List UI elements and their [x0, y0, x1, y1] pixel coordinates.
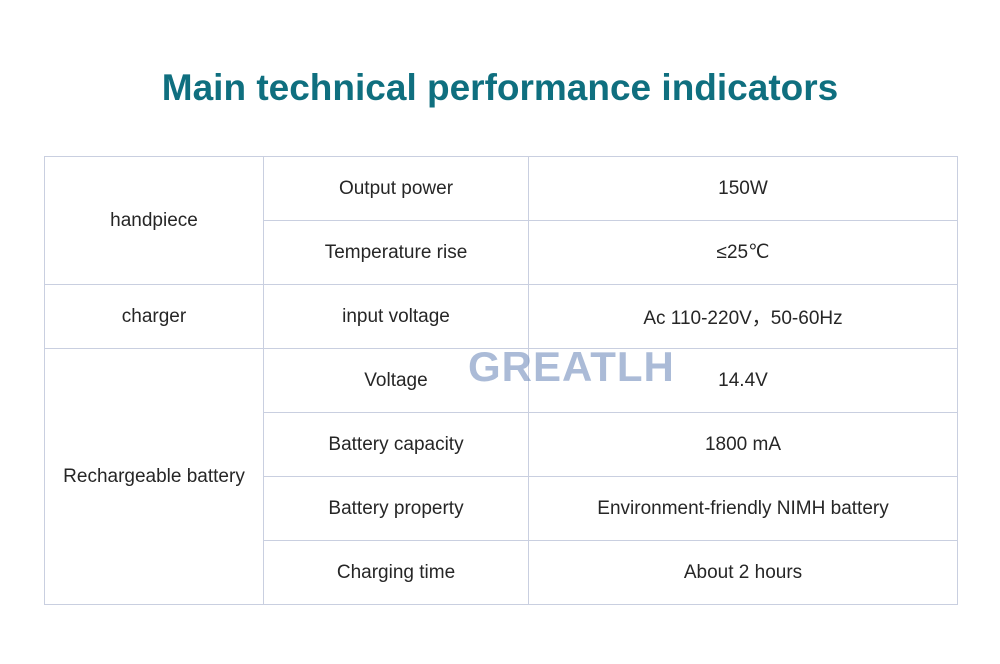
parameter-cell: Battery property — [263, 476, 529, 541]
group-cell-handpiece: handpiece — [44, 156, 264, 285]
spec-table: handpiece Output power 150W Temperature … — [44, 156, 958, 605]
parameter-cell: Battery capacity — [263, 412, 529, 477]
parameter-cell: Voltage — [263, 348, 529, 413]
parameter-cell: Charging time — [263, 540, 529, 605]
value-cell: Environment-friendly NIMH battery — [528, 476, 958, 541]
group-cell-charger: charger — [44, 284, 264, 349]
table-row: handpiece Output power 150W — [44, 156, 958, 285]
table-row: Temperature rise ≤25℃ — [45, 220, 958, 285]
value-cell: ≤25℃ — [528, 220, 958, 285]
table-row: Charging time About 2 hours — [45, 540, 958, 605]
table-row: Rechargeable battery Voltage 14.4V — [44, 348, 958, 605]
parameter-cell: input voltage — [263, 284, 529, 349]
table-row: Battery capacity 1800 mA — [45, 412, 958, 477]
value-cell: 150W — [528, 156, 958, 221]
parameter-cell: Output power — [263, 156, 529, 221]
page-title: Main technical performance indicators — [161, 67, 839, 108]
value-cell: Ac 110-220V，50-60Hz — [528, 284, 958, 349]
table-row: Battery property Environment-friendly NI… — [45, 476, 958, 541]
group-cell-rechargeable-battery: Rechargeable battery — [44, 348, 264, 605]
value-cell: 14.4V — [528, 348, 958, 413]
table-row: charger input voltage Ac 110-220V，50-60H… — [44, 284, 958, 349]
value-cell: About 2 hours — [528, 540, 958, 605]
parameter-cell: Temperature rise — [263, 220, 529, 285]
value-cell: 1800 mA — [528, 412, 958, 477]
